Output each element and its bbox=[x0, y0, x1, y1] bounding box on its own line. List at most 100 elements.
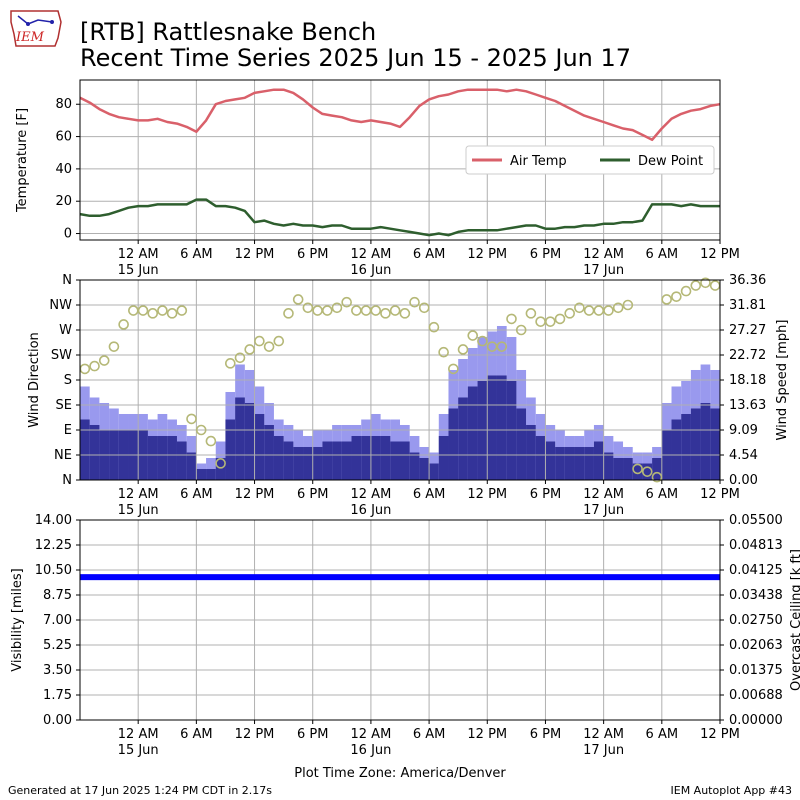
wind-direction-point bbox=[457, 344, 469, 355]
wind-speed-tick-label: 13.63 bbox=[729, 398, 766, 413]
wind-speed-bar bbox=[322, 441, 333, 480]
wind-speed-bar bbox=[293, 446, 304, 480]
temperature-legend: Air Temp Dew Point bbox=[465, 145, 715, 175]
wind-speed-bar bbox=[438, 435, 449, 480]
visibility-line bbox=[80, 574, 720, 581]
wind-direction-point bbox=[477, 335, 488, 347]
wind-direction-point bbox=[244, 344, 255, 355]
temperature-y-tick-label: 0 bbox=[64, 227, 72, 242]
wind-speed-bar bbox=[700, 402, 711, 480]
wind-direction-point bbox=[108, 341, 120, 352]
wind-direction-point bbox=[467, 330, 479, 341]
wind-direction-point bbox=[79, 363, 91, 375]
x-tick-label: 12 PM bbox=[235, 487, 275, 502]
wind-speed-tick-label: 36.36 bbox=[729, 273, 766, 288]
wind-speed-bar bbox=[186, 452, 197, 480]
wind-direction-point bbox=[680, 285, 692, 297]
wind-direction-point bbox=[321, 305, 333, 316]
wind-speed-bar bbox=[652, 457, 662, 480]
x-tick-label: 12 PM bbox=[467, 487, 507, 502]
wind-speed-bar bbox=[264, 424, 274, 480]
x-tick-label: 6 AM bbox=[646, 487, 679, 502]
wind-speed-bar bbox=[235, 397, 245, 480]
wind-direction-point bbox=[622, 299, 634, 311]
wind-direction-tick-label: S bbox=[64, 373, 72, 388]
wind-direction-point bbox=[399, 308, 411, 319]
wind-speed-tick-label: 18.18 bbox=[729, 373, 766, 388]
wind-direction-point bbox=[176, 305, 188, 316]
wind-direction-point bbox=[496, 341, 508, 352]
x-tick-label: 6 AM bbox=[180, 487, 213, 502]
ceiling-tick-label: 0.04125 bbox=[729, 563, 783, 578]
wind-direction-point bbox=[215, 458, 226, 469]
logo: IEM bbox=[8, 8, 64, 50]
generated-footer: Generated at 17 Jun 2025 1:24 PM CDT in … bbox=[8, 784, 272, 797]
wind-direction-point bbox=[118, 319, 129, 330]
x-tick-label: 12 PM bbox=[467, 727, 507, 742]
wind-direction-tick-label: NE bbox=[54, 448, 72, 463]
wind-direction-tick-label: W bbox=[59, 323, 72, 338]
chart-title: [RTB] Rattlesnake Bench bbox=[80, 18, 376, 46]
wind-direction-point bbox=[302, 302, 314, 314]
x-date-label: 16 Jun bbox=[350, 743, 391, 758]
visibility-tick-label: 14.00 bbox=[35, 513, 72, 528]
wind-speed-bar bbox=[574, 446, 585, 480]
wind-direction-point bbox=[651, 471, 663, 483]
ceiling-tick-label: 0.02063 bbox=[729, 638, 783, 653]
x-tick-label: 12 AM bbox=[118, 727, 159, 742]
wind-direction-tick-label: N bbox=[62, 273, 72, 288]
wind-direction-point bbox=[312, 305, 323, 316]
temperature-y-tick-label: 80 bbox=[55, 97, 72, 112]
wind-direction-point bbox=[525, 308, 537, 319]
wind-speed-bar bbox=[603, 452, 614, 480]
wind-speed-bar bbox=[681, 413, 691, 480]
x-date-label: 16 Jun bbox=[350, 503, 391, 518]
wind-speed-bar bbox=[157, 435, 168, 480]
visibility-tick-label: 10.50 bbox=[35, 563, 72, 578]
wind-direction-point bbox=[574, 302, 585, 314]
wind-speed-bar bbox=[341, 441, 352, 480]
x-tick-label: 12 AM bbox=[583, 727, 624, 742]
ceiling-tick-label: 0.00000 bbox=[729, 713, 783, 728]
wind-speed-bar bbox=[176, 441, 187, 480]
x-tick-label: 12 PM bbox=[235, 247, 275, 262]
wind-speed-bar bbox=[458, 397, 468, 480]
x-tick-label: 12 AM bbox=[351, 487, 392, 502]
app-footer: IEM Autoplot App #43 bbox=[671, 784, 793, 797]
wind-speed-bar bbox=[632, 463, 643, 480]
wind-speed-bar bbox=[690, 408, 701, 480]
x-tick-label: 6 AM bbox=[413, 487, 446, 502]
wind-speed-bar bbox=[409, 452, 420, 480]
wind-direction-point bbox=[89, 360, 100, 372]
ceiling-tick-label: 0.04813 bbox=[729, 538, 783, 553]
wind-speed-bar bbox=[419, 457, 430, 480]
wind-speed-bar bbox=[671, 419, 682, 480]
wind-speed-tick-label: 9.09 bbox=[729, 423, 758, 438]
visibility-tick-label: 3.50 bbox=[43, 663, 72, 678]
wind-direction-point bbox=[428, 321, 440, 333]
logo-text: IEM bbox=[16, 30, 44, 45]
wind-direction-point bbox=[166, 308, 178, 319]
visibility-tick-label: 0.00 bbox=[43, 713, 72, 728]
wind-direction-point bbox=[128, 305, 139, 316]
x-tick-label: 6 AM bbox=[413, 727, 446, 742]
temperature-y-tick-label: 40 bbox=[55, 162, 72, 177]
x-tick-label: 6 AM bbox=[413, 247, 446, 262]
wind-speed-bar bbox=[370, 435, 381, 480]
iowa-state-icon bbox=[10, 10, 62, 47]
ceiling-tick-label: 0.05500 bbox=[729, 513, 783, 528]
wind-direction-point bbox=[380, 308, 391, 319]
ceiling-axis-label: Overcast Ceiling [k ft] bbox=[789, 549, 800, 691]
wind-speed-bar bbox=[593, 441, 604, 480]
wind-speed-bar bbox=[623, 457, 633, 480]
ceiling-tick-label: 0.01375 bbox=[729, 663, 783, 678]
wind-direction-point bbox=[273, 335, 285, 347]
x-tick-label: 12 PM bbox=[700, 247, 740, 262]
x-tick-label: 6 PM bbox=[530, 727, 561, 742]
wind-speed-bar bbox=[400, 441, 410, 480]
temperature-axis-label: Temperature [F] bbox=[15, 108, 30, 213]
wind-speed-bar bbox=[196, 468, 207, 480]
wind-speed-bar bbox=[80, 419, 90, 480]
wind-direction-point bbox=[254, 335, 265, 347]
wind-direction-point bbox=[234, 352, 246, 364]
